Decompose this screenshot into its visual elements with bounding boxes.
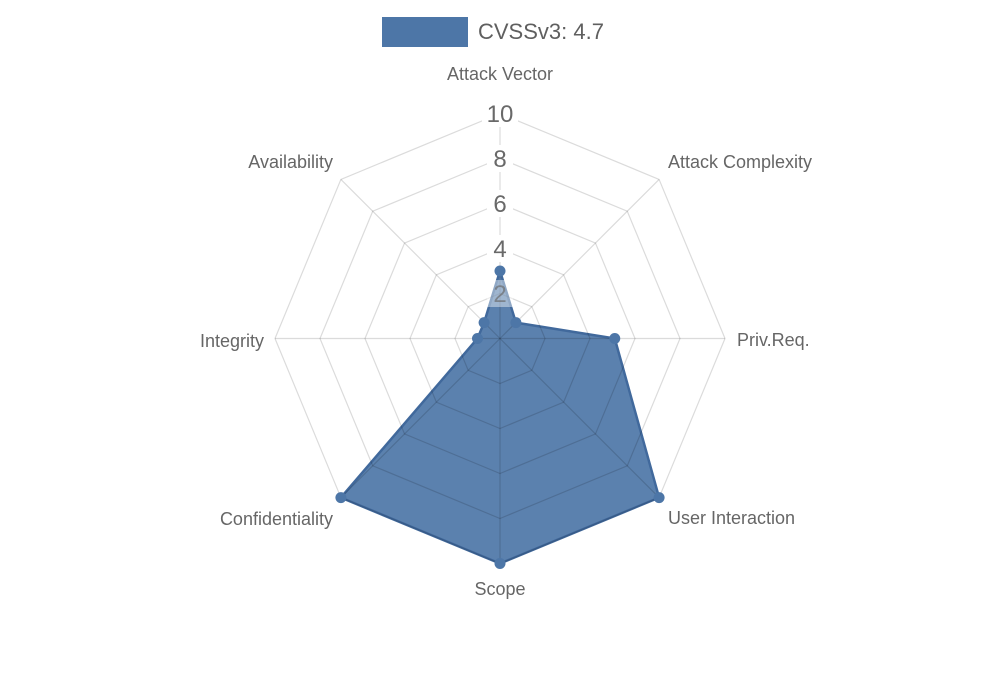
tick-backdrop	[487, 235, 513, 262]
grid-ring	[409, 247, 591, 430]
tick-backdrop	[487, 145, 513, 172]
tick-label: 2	[493, 281, 506, 308]
tick-label: 6	[493, 191, 506, 218]
axis-label-priv-req: Priv.Req.	[737, 330, 810, 350]
data-point-marker	[494, 558, 506, 569]
axis-spoke	[499, 338, 660, 499]
axis-label-integrity: Integrity	[200, 331, 264, 351]
tick-backdrop	[482, 100, 518, 127]
legend[interactable]: CVSSv3: 4.7	[382, 17, 604, 47]
tick-backdrop	[487, 280, 513, 307]
legend-label: CVSSv3: 4.7	[478, 19, 604, 44]
data-point-marker	[478, 317, 490, 329]
axis-label-user-interaction: User Interaction	[668, 508, 795, 528]
grid-ring	[319, 157, 681, 520]
data-point-marker	[609, 333, 621, 344]
axis-label-scope: Scope	[474, 579, 525, 599]
axis-spoke	[340, 178, 501, 339]
tick-label: 8	[493, 146, 506, 173]
data-point-marker	[472, 333, 483, 344]
grid-ring	[364, 202, 636, 475]
tick-label: 10	[487, 101, 514, 128]
axis-label-attack-vector: Attack Vector	[447, 64, 553, 84]
legend-swatch	[382, 17, 468, 47]
data-point-marker	[494, 265, 506, 277]
axis-spoke	[340, 338, 501, 499]
tick-backdrop	[487, 190, 513, 217]
axis-label-confidentiality: Confidentiality	[220, 509, 333, 529]
tick-label: 4	[493, 236, 506, 263]
axis-label-attack-complexity: Attack Complexity	[668, 152, 812, 172]
axis-spoke	[499, 178, 660, 339]
data-point-marker	[510, 317, 522, 329]
data-point-marker	[335, 492, 347, 504]
data-point-marker	[653, 492, 665, 504]
axis-label-availability: Availability	[248, 152, 333, 172]
grid-ring	[454, 292, 546, 385]
